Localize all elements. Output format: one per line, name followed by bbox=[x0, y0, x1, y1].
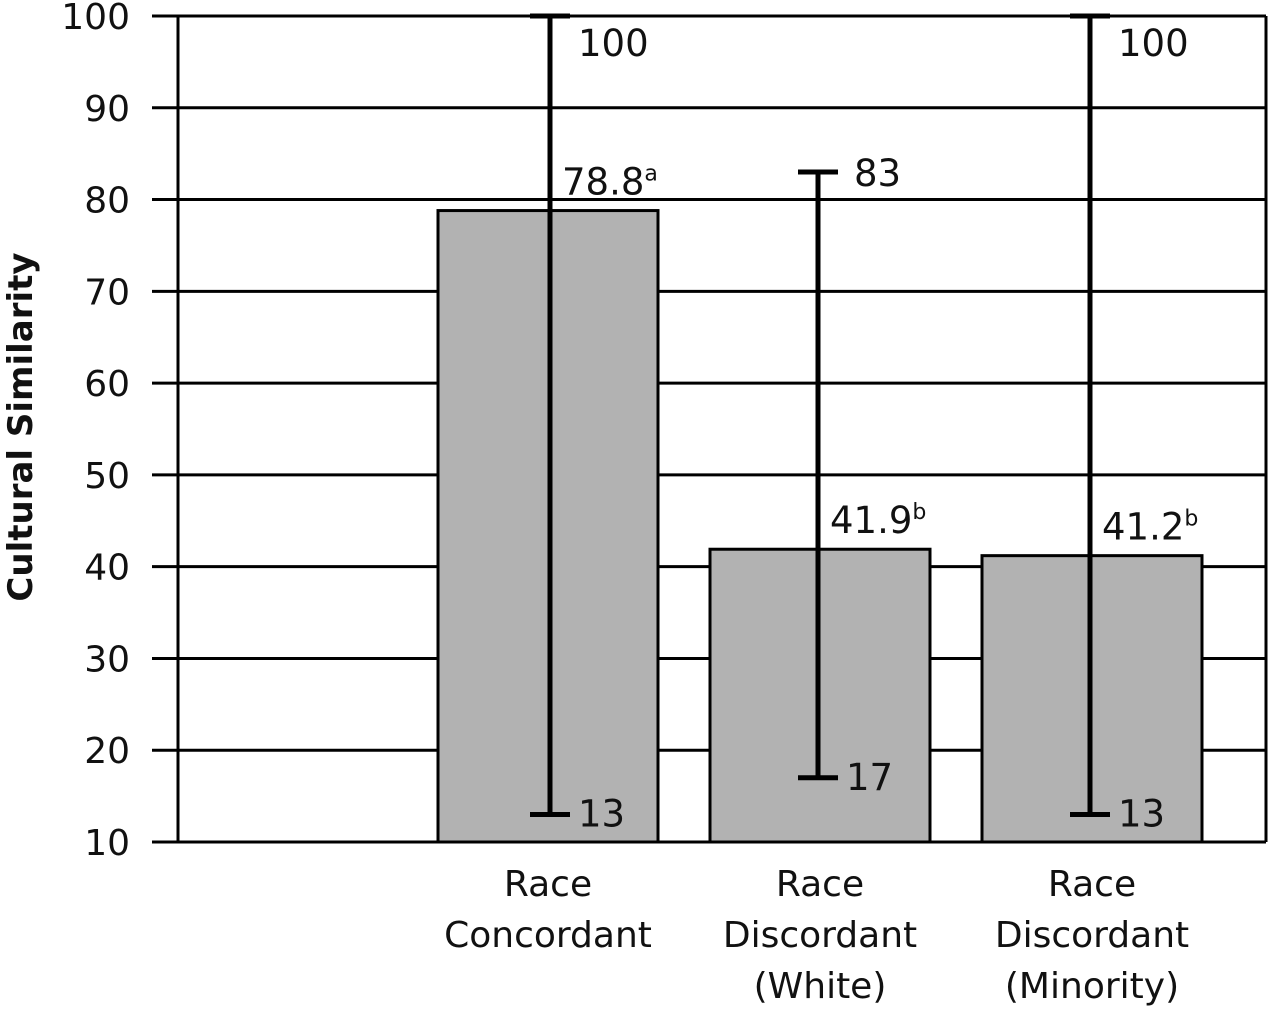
range-min-label: 17 bbox=[846, 756, 893, 799]
y-tick-label: 90 bbox=[84, 89, 130, 130]
bar-value-label: 41.9b bbox=[830, 499, 926, 542]
bar-value-label: 78.8a bbox=[562, 161, 658, 204]
bar-value-text: 41.2 bbox=[1102, 506, 1184, 549]
y-tick-label: 60 bbox=[84, 364, 130, 405]
y-tick-label: 100 bbox=[61, 0, 130, 38]
x-category-label-line: Race bbox=[776, 864, 864, 905]
x-category-label-line: Concordant bbox=[444, 915, 652, 956]
x-category-label-line: Discordant bbox=[723, 915, 917, 956]
range-max-label: 100 bbox=[578, 22, 649, 65]
y-axis-label: Cultural Similarity bbox=[1, 252, 41, 601]
y-tick-label: 20 bbox=[84, 731, 130, 772]
bar-value-superscript: a bbox=[644, 162, 657, 187]
x-category-label: Race Discordant (Minority) bbox=[995, 864, 1189, 1007]
range-min-label: 13 bbox=[1118, 792, 1165, 835]
bar-value-label: 41.2b bbox=[1102, 506, 1198, 549]
range-max-label: 83 bbox=[854, 152, 901, 195]
bar-value-superscript: b bbox=[912, 500, 926, 525]
y-tick-label: 30 bbox=[84, 639, 130, 680]
range-max-label: 100 bbox=[1118, 22, 1189, 65]
y-tick-label: 70 bbox=[84, 272, 130, 313]
x-category-label-line: (White) bbox=[754, 966, 887, 1007]
y-tick-label: 80 bbox=[84, 181, 130, 222]
x-category-label: Race Discordant (White) bbox=[723, 864, 917, 1007]
x-category-label-line: Discordant bbox=[995, 915, 1189, 956]
bar-value-text: 41.9 bbox=[830, 499, 912, 542]
y-tick-label: 50 bbox=[84, 456, 130, 497]
y-tick-label: 40 bbox=[84, 548, 130, 589]
y-tick-label: 10 bbox=[84, 823, 130, 864]
x-category-label-line: Race bbox=[504, 864, 592, 905]
range-min-label: 13 bbox=[578, 792, 625, 835]
bar-value-text: 78.8 bbox=[562, 161, 644, 204]
x-category-label-line: Race bbox=[1048, 864, 1136, 905]
bar-value-superscript: b bbox=[1184, 507, 1198, 532]
x-category-label-line: (Minority) bbox=[1005, 966, 1179, 1007]
x-category-label: Race Concordant bbox=[444, 864, 652, 956]
